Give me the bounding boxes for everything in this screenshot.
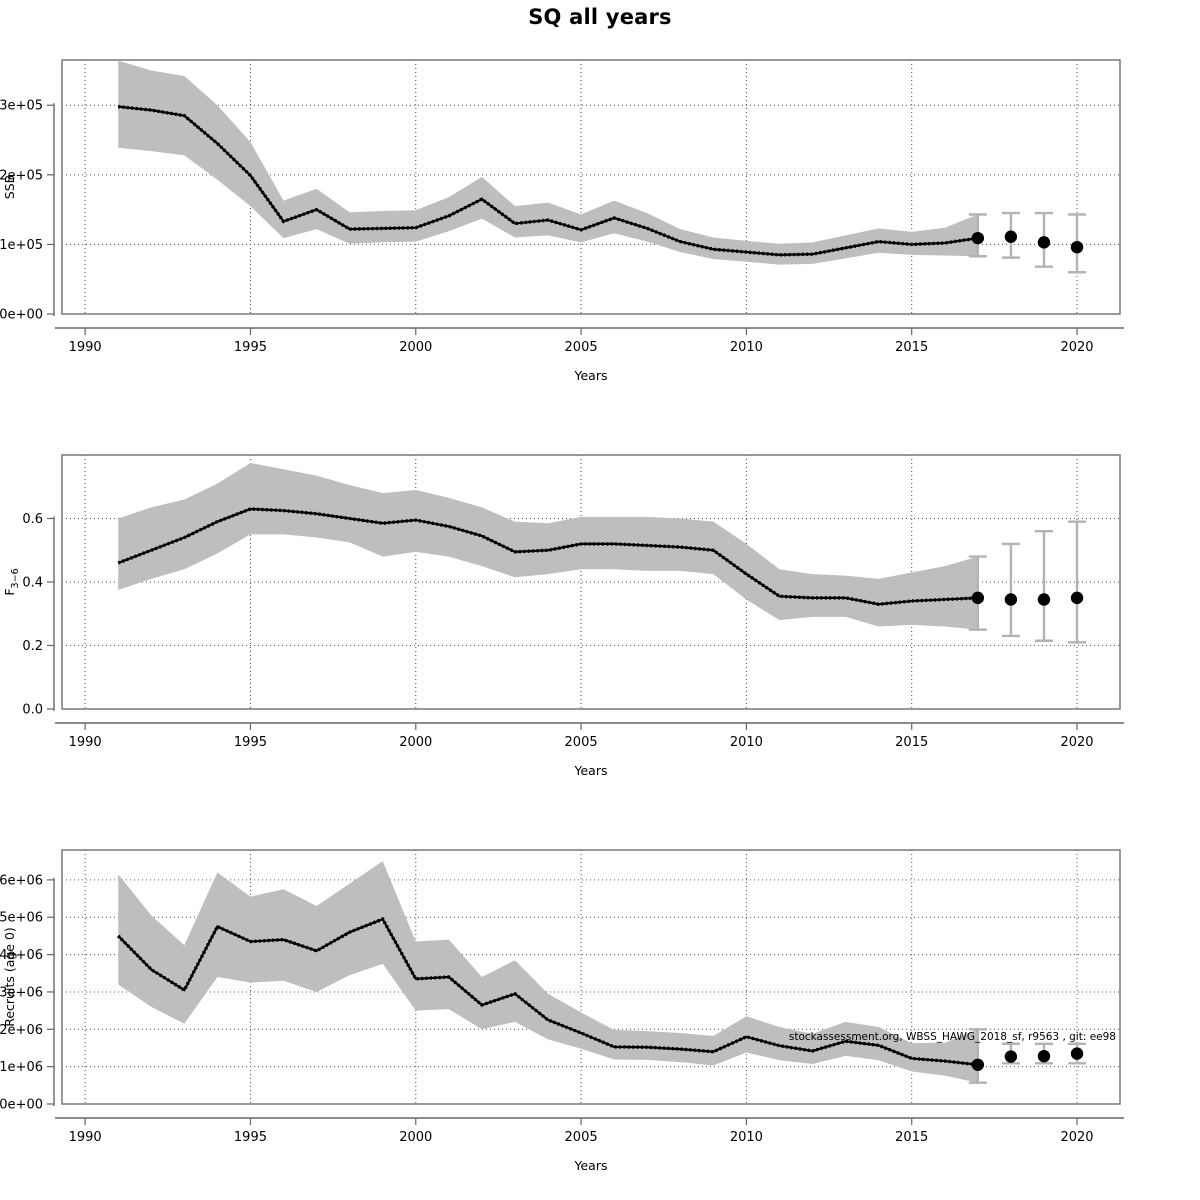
axes: 1990 1995 2000 2005 2010 2015 2020 0.0 0.2 0.4 0.6 xyxy=(22,512,1124,750)
forecast-point xyxy=(1037,593,1051,606)
panel-recruits: 1990 1995 2000 2005 2010 2015 2020 0e+00 1e+06 2e… xyxy=(0,838,1200,1200)
x-tick-label: 2000 xyxy=(399,735,432,750)
y-tick-label: 0e+00 xyxy=(0,1098,43,1113)
x-tick-label: 2020 xyxy=(1060,1130,1093,1145)
y-tick-label: 2e+05 xyxy=(0,168,43,183)
x-tick-label: 2010 xyxy=(730,1130,763,1145)
x-tick-label: 1995 xyxy=(234,735,267,750)
plot-ssb: 1990 1995 2000 2005 2010 2015 2020 0e+00 1e+05 2e… xyxy=(0,59,1124,383)
forecast-point xyxy=(1037,236,1051,249)
x-tick-label: 2005 xyxy=(565,1130,598,1145)
x-tick-label: 2020 xyxy=(1060,735,1093,750)
y-tick-label: 6e+06 xyxy=(0,873,43,888)
y-tick-label: 3e+05 xyxy=(0,99,43,114)
y-axis-title: Recruits (age 0) xyxy=(2,927,17,1027)
y-tick-label: 1e+06 xyxy=(0,1060,43,1075)
x-tick-label: 1990 xyxy=(69,340,102,355)
x-tick-label: 1995 xyxy=(234,340,267,355)
page-title: SQ all years xyxy=(528,5,672,29)
forecast-point xyxy=(1070,1047,1084,1060)
x-axis-title: Years xyxy=(574,1158,608,1173)
x-tick-label: 1995 xyxy=(234,1130,267,1145)
x-tick-label: 2000 xyxy=(399,340,432,355)
x-axis-title: Years xyxy=(574,368,608,383)
y-tick-label: 0.0 xyxy=(22,703,43,718)
forecast-point xyxy=(971,591,985,605)
x-tick-label: 2010 xyxy=(730,735,763,750)
forecast-errorbar xyxy=(1001,542,1020,638)
forecast-point xyxy=(971,1058,985,1071)
y-tick-label: 0.2 xyxy=(22,639,43,654)
forecast-point xyxy=(1004,593,1018,606)
uncertainty-ribbon xyxy=(118,462,978,630)
x-axis-title: Years xyxy=(574,763,608,778)
plot-frame xyxy=(61,59,1121,315)
x-tick-label: 2005 xyxy=(565,340,598,355)
svg-text:Recruits (age 0): Recruits (age 0) xyxy=(2,927,17,1027)
y-tick-label: 1e+05 xyxy=(0,238,43,253)
svg-text:SSB: SSB xyxy=(2,175,17,199)
x-tick-label: 1990 xyxy=(69,735,102,750)
x-tick-label: 2015 xyxy=(895,735,928,750)
svg-text:F3−6: F3−6 xyxy=(2,568,21,595)
plot-frame xyxy=(61,849,1121,1105)
forecast-errorbar xyxy=(1068,520,1087,644)
forecast-point xyxy=(1004,230,1018,243)
axes: 1990 1995 2000 2005 2010 2015 2020 0e+00 1e+06 2e… xyxy=(0,873,1124,1145)
y-tick-label: 0e+00 xyxy=(0,308,43,323)
forecast-group xyxy=(968,211,1087,274)
median-line-dotted xyxy=(118,104,979,257)
forecast-group xyxy=(968,520,1087,644)
y-tick-label: 0.6 xyxy=(22,512,43,527)
forecast-group xyxy=(968,1028,1087,1084)
forecast-point xyxy=(1037,1049,1051,1063)
axes: 1990 1995 2000 2005 2010 2015 2020 0e+00 1e+05 2e… xyxy=(0,99,1124,355)
median-line-dotted xyxy=(116,916,979,1067)
forecast-point xyxy=(1004,1050,1018,1063)
plot-recruits: 1990 1995 2000 2005 2010 2015 2020 0e+00 1e+06 2e… xyxy=(0,849,1124,1173)
forecast-point xyxy=(971,231,985,245)
forecast-errorbar xyxy=(1034,529,1053,642)
panel-f: 1990 1995 2000 2005 2010 2015 2020 0.0 0.2 0.4 0.6… xyxy=(0,443,1200,838)
x-tick-label: 2015 xyxy=(895,1130,928,1145)
watermark: stockassessment.org, WBSS_HAWG_2018_sf, … xyxy=(789,1031,1116,1043)
x-tick-label: 2010 xyxy=(730,340,763,355)
x-tick-label: 1990 xyxy=(69,1130,102,1145)
forecast-point xyxy=(1070,240,1084,254)
x-tick-label: 2020 xyxy=(1060,340,1093,355)
x-tick-label: 2005 xyxy=(565,735,598,750)
y-tick-label: 2e+06 xyxy=(0,1023,43,1038)
x-tick-label: 2000 xyxy=(399,1130,432,1145)
x-tick-label: 2015 xyxy=(895,340,928,355)
uncertainty-ribbon xyxy=(118,861,978,1083)
plot-frame xyxy=(61,454,1121,710)
y-tick-label: 5e+06 xyxy=(0,911,43,926)
panel-ssb: 1990 1995 2000 2005 2010 2015 2020 0e+00 1e+05 2e… xyxy=(0,48,1200,443)
y-axis-title: SSB xyxy=(2,175,17,199)
median-line-dotted xyxy=(117,507,978,606)
uncertainty-ribbon xyxy=(118,60,978,265)
plot-f_3_6: 1990 1995 2000 2005 2010 2015 2020 0.0 0.2 0.4 0.6… xyxy=(2,454,1124,778)
forecast-errorbar xyxy=(968,1028,987,1084)
grid-lines xyxy=(62,60,1120,315)
y-tick-label: 0.4 xyxy=(22,576,43,591)
y-tick-label: 4e+06 xyxy=(0,948,43,963)
y-tick-label: 3e+06 xyxy=(0,985,43,1000)
forecast-point xyxy=(1070,591,1084,605)
y-axis-title: F3−6 xyxy=(2,568,21,595)
